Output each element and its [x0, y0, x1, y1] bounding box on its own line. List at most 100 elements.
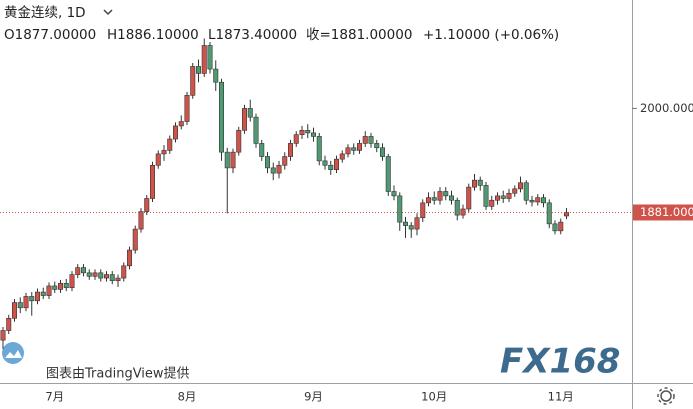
candle-body [29, 296, 35, 302]
candle-body [104, 274, 110, 279]
x-tick-label: 9月 [304, 390, 323, 404]
candle-body [219, 81, 225, 153]
candle-body [558, 221, 564, 232]
candle-body [310, 132, 316, 137]
candle-body [523, 182, 529, 201]
candle-body [17, 302, 23, 309]
close-value: 收=1881.00000 [306, 27, 412, 43]
candle-body [236, 129, 242, 153]
candle-body [420, 202, 426, 219]
candle-body [173, 125, 179, 140]
candle-body [489, 199, 495, 207]
candle-body [167, 138, 173, 151]
candle-body [178, 121, 184, 127]
candle-body [397, 195, 403, 223]
candle-body [287, 143, 293, 157]
x-tick-label: 11月 [548, 390, 574, 404]
candle-body [69, 274, 75, 288]
candle-body [121, 265, 127, 279]
candle-body [328, 164, 334, 170]
candle-body [144, 198, 150, 212]
candle-body [40, 291, 46, 296]
candle-body [46, 285, 52, 296]
candle-body [316, 136, 322, 162]
candle-body [362, 136, 368, 144]
candle-body [299, 129, 305, 135]
candle-body [322, 160, 328, 166]
candle-body [379, 147, 385, 157]
candle-body [483, 185, 489, 207]
candle-body [471, 179, 477, 188]
credit[interactable]: 图表由TradingView提供 [46, 366, 190, 382]
candle-body [351, 147, 357, 151]
candle-body [150, 164, 156, 199]
candle-body [356, 143, 362, 151]
candle-body [190, 66, 196, 96]
candle-body [247, 108, 253, 118]
high-value: H1886.10000 [107, 27, 199, 43]
candle-body [12, 302, 18, 319]
symbol[interactable]: 黄金连续, 1D [4, 5, 86, 21]
candle-body [242, 108, 248, 131]
candle-body [552, 223, 558, 232]
candle-body [230, 151, 236, 169]
candle-body [115, 277, 121, 281]
candle-body [81, 267, 87, 274]
candle-body [529, 199, 535, 203]
candle-body [270, 167, 276, 174]
candle-body [92, 272, 98, 277]
candle-body [138, 211, 144, 230]
candle-body [98, 272, 104, 279]
candle-body [512, 188, 518, 194]
candle-body [52, 285, 58, 290]
candle-body [196, 66, 202, 74]
candle-body [500, 195, 506, 199]
tradingview-logo [2, 342, 24, 364]
fx168-logo: FX168 [500, 342, 620, 382]
candle-body [477, 179, 483, 186]
candle-body [184, 95, 190, 122]
candle-body [253, 116, 259, 144]
x-tick-label: 10月 [421, 390, 447, 404]
symbol-dropdown[interactable] [103, 9, 113, 16]
candle-body [368, 136, 374, 144]
change-value: +1.10000 (+0.06%) [423, 27, 559, 43]
candle-body [201, 45, 207, 74]
candle-body [563, 212, 569, 217]
candle-body [23, 296, 29, 309]
candle-body [259, 143, 265, 157]
candle-body [282, 156, 288, 166]
candle-body [540, 197, 546, 204]
candle-body [207, 45, 213, 70]
candle-body [75, 267, 81, 275]
x-tick-label: 7月 [45, 390, 64, 404]
candle-body [333, 158, 339, 170]
candle-body [276, 164, 282, 174]
candle-body [305, 129, 311, 134]
candle-body [425, 197, 431, 204]
candle-body [385, 156, 391, 192]
y-tick-label: 2000.00000 [640, 101, 693, 115]
last-price-box [633, 204, 693, 221]
candle-body [0, 330, 6, 341]
candle-body [391, 191, 397, 197]
candle-body [408, 225, 414, 230]
candle-body [63, 283, 69, 288]
candle-body [402, 221, 408, 226]
candle-body [546, 202, 552, 225]
candle-body [414, 217, 420, 230]
candle-body [132, 228, 138, 251]
candle-body [454, 199, 460, 216]
candle-body [466, 186, 472, 210]
candle-body [374, 143, 380, 149]
low-value: L1873.40000 [208, 27, 297, 43]
candle-body [264, 156, 270, 169]
candle-body [293, 134, 299, 144]
candle-body [86, 272, 92, 277]
last-price-label: 1881.00000 [640, 205, 693, 219]
candle-body [506, 192, 512, 199]
settings-icon[interactable] [657, 387, 675, 405]
candle-body [535, 197, 541, 203]
